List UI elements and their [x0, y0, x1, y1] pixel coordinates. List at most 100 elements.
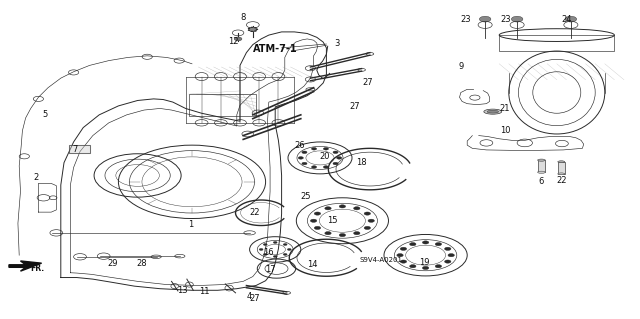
Circle shape [312, 147, 317, 150]
Circle shape [248, 27, 257, 32]
Circle shape [312, 166, 317, 168]
Circle shape [410, 242, 416, 246]
Text: FR.: FR. [31, 264, 45, 273]
Circle shape [448, 254, 454, 257]
Text: 23: 23 [500, 15, 511, 24]
Text: 24: 24 [561, 15, 572, 24]
Text: 14: 14 [307, 260, 317, 269]
Text: 9: 9 [458, 63, 463, 71]
Circle shape [400, 260, 406, 263]
Circle shape [422, 241, 429, 244]
Circle shape [234, 37, 242, 41]
Circle shape [400, 247, 406, 250]
Polygon shape [9, 261, 42, 271]
Text: 27: 27 [250, 294, 260, 303]
Bar [558, 162, 565, 174]
Circle shape [325, 232, 332, 235]
Text: S9V4-A0201: S9V4-A0201 [360, 257, 403, 263]
Circle shape [364, 212, 371, 215]
Text: 23: 23 [461, 15, 471, 24]
Text: 4: 4 [247, 292, 252, 301]
Circle shape [284, 254, 287, 256]
Text: 13: 13 [177, 286, 188, 295]
Circle shape [251, 31, 253, 32]
Text: 12: 12 [228, 37, 239, 46]
Text: 22: 22 [557, 176, 567, 185]
Circle shape [284, 243, 287, 245]
Text: 8: 8 [241, 13, 246, 22]
Text: 27: 27 [363, 78, 373, 87]
Circle shape [339, 234, 346, 237]
Text: 1: 1 [188, 220, 193, 229]
Circle shape [298, 157, 303, 159]
Text: 21: 21 [499, 104, 509, 113]
Circle shape [302, 162, 307, 165]
Circle shape [397, 254, 403, 257]
Circle shape [410, 265, 416, 268]
Circle shape [435, 265, 442, 268]
Circle shape [273, 241, 277, 243]
Polygon shape [69, 145, 90, 153]
Circle shape [263, 243, 267, 245]
Circle shape [368, 219, 374, 222]
Circle shape [565, 16, 577, 22]
Text: 7: 7 [72, 145, 77, 154]
Ellipse shape [487, 110, 499, 113]
Circle shape [333, 151, 338, 153]
Circle shape [422, 266, 429, 270]
Circle shape [302, 151, 307, 153]
Text: 17: 17 [266, 265, 276, 274]
Text: 18: 18 [356, 158, 367, 167]
Circle shape [248, 30, 250, 31]
Text: 11: 11 [200, 287, 210, 296]
Circle shape [314, 212, 321, 215]
Bar [538, 160, 545, 172]
Text: 19: 19 [419, 258, 429, 267]
Text: 10: 10 [500, 126, 511, 135]
Circle shape [256, 29, 259, 30]
Circle shape [435, 242, 442, 246]
Text: ATM-7-1: ATM-7-1 [253, 44, 298, 55]
Circle shape [273, 256, 277, 257]
Ellipse shape [538, 159, 545, 161]
Text: 2: 2 [34, 173, 39, 182]
Circle shape [339, 205, 346, 208]
Bar [69, 145, 90, 153]
Text: 22: 22 [250, 208, 260, 217]
Text: 5: 5 [42, 110, 47, 119]
Circle shape [263, 254, 267, 256]
Circle shape [325, 207, 332, 210]
Text: 26: 26 [294, 141, 305, 150]
Text: 15: 15 [328, 216, 338, 225]
Circle shape [323, 147, 328, 150]
Ellipse shape [558, 161, 564, 163]
Text: 20: 20 [320, 152, 330, 161]
Text: 28: 28 [137, 259, 147, 268]
Circle shape [251, 27, 253, 28]
Text: 3: 3 [334, 39, 339, 48]
Circle shape [310, 219, 317, 222]
Circle shape [364, 226, 371, 230]
Text: 27: 27 [350, 102, 360, 111]
Circle shape [511, 16, 523, 22]
Circle shape [445, 247, 451, 250]
Circle shape [479, 16, 491, 22]
Ellipse shape [484, 109, 502, 114]
Ellipse shape [558, 173, 564, 175]
Circle shape [333, 162, 338, 165]
Circle shape [254, 30, 257, 32]
Bar [189, 94, 256, 116]
Circle shape [248, 28, 250, 29]
Circle shape [314, 226, 321, 230]
Circle shape [354, 232, 360, 235]
Circle shape [323, 166, 328, 168]
Circle shape [254, 27, 257, 28]
Circle shape [337, 157, 342, 159]
Circle shape [354, 207, 360, 210]
Circle shape [259, 249, 263, 250]
Circle shape [445, 260, 451, 263]
Text: 25: 25 [301, 192, 311, 201]
Text: 29: 29 [108, 259, 118, 268]
Text: 6: 6 [538, 177, 543, 186]
Circle shape [287, 249, 291, 250]
